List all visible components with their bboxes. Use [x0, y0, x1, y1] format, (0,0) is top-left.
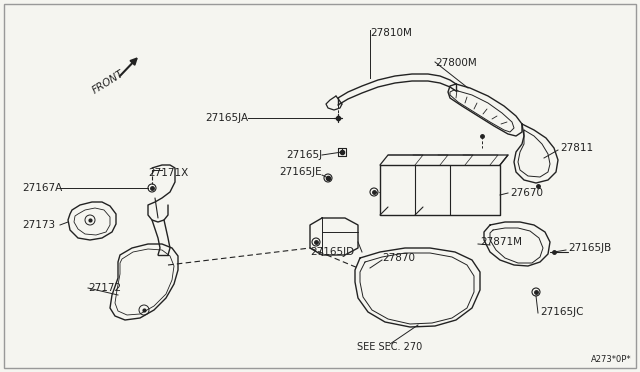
Text: 27810M: 27810M: [370, 28, 412, 38]
Text: 27173: 27173: [22, 220, 55, 230]
Text: 27172: 27172: [88, 283, 121, 293]
Text: 27165JB: 27165JB: [568, 243, 611, 253]
Text: SEE SEC. 270: SEE SEC. 270: [357, 342, 422, 352]
Text: 27171X: 27171X: [148, 168, 188, 178]
Text: 27871M: 27871M: [480, 237, 522, 247]
Text: A273*0P*: A273*0P*: [591, 355, 632, 364]
Text: 27165JD: 27165JD: [310, 247, 354, 257]
Text: 27165J: 27165J: [286, 150, 322, 160]
Text: FRONT: FRONT: [90, 68, 125, 96]
Text: 27870: 27870: [382, 253, 415, 263]
Text: 27165JE: 27165JE: [280, 167, 322, 177]
Text: 27811: 27811: [560, 143, 593, 153]
Text: 27670: 27670: [510, 188, 543, 198]
Text: 27165JC: 27165JC: [540, 307, 584, 317]
Text: 27165JA: 27165JA: [205, 113, 248, 123]
Text: 27167A: 27167A: [22, 183, 62, 193]
Text: 27800M: 27800M: [435, 58, 477, 68]
